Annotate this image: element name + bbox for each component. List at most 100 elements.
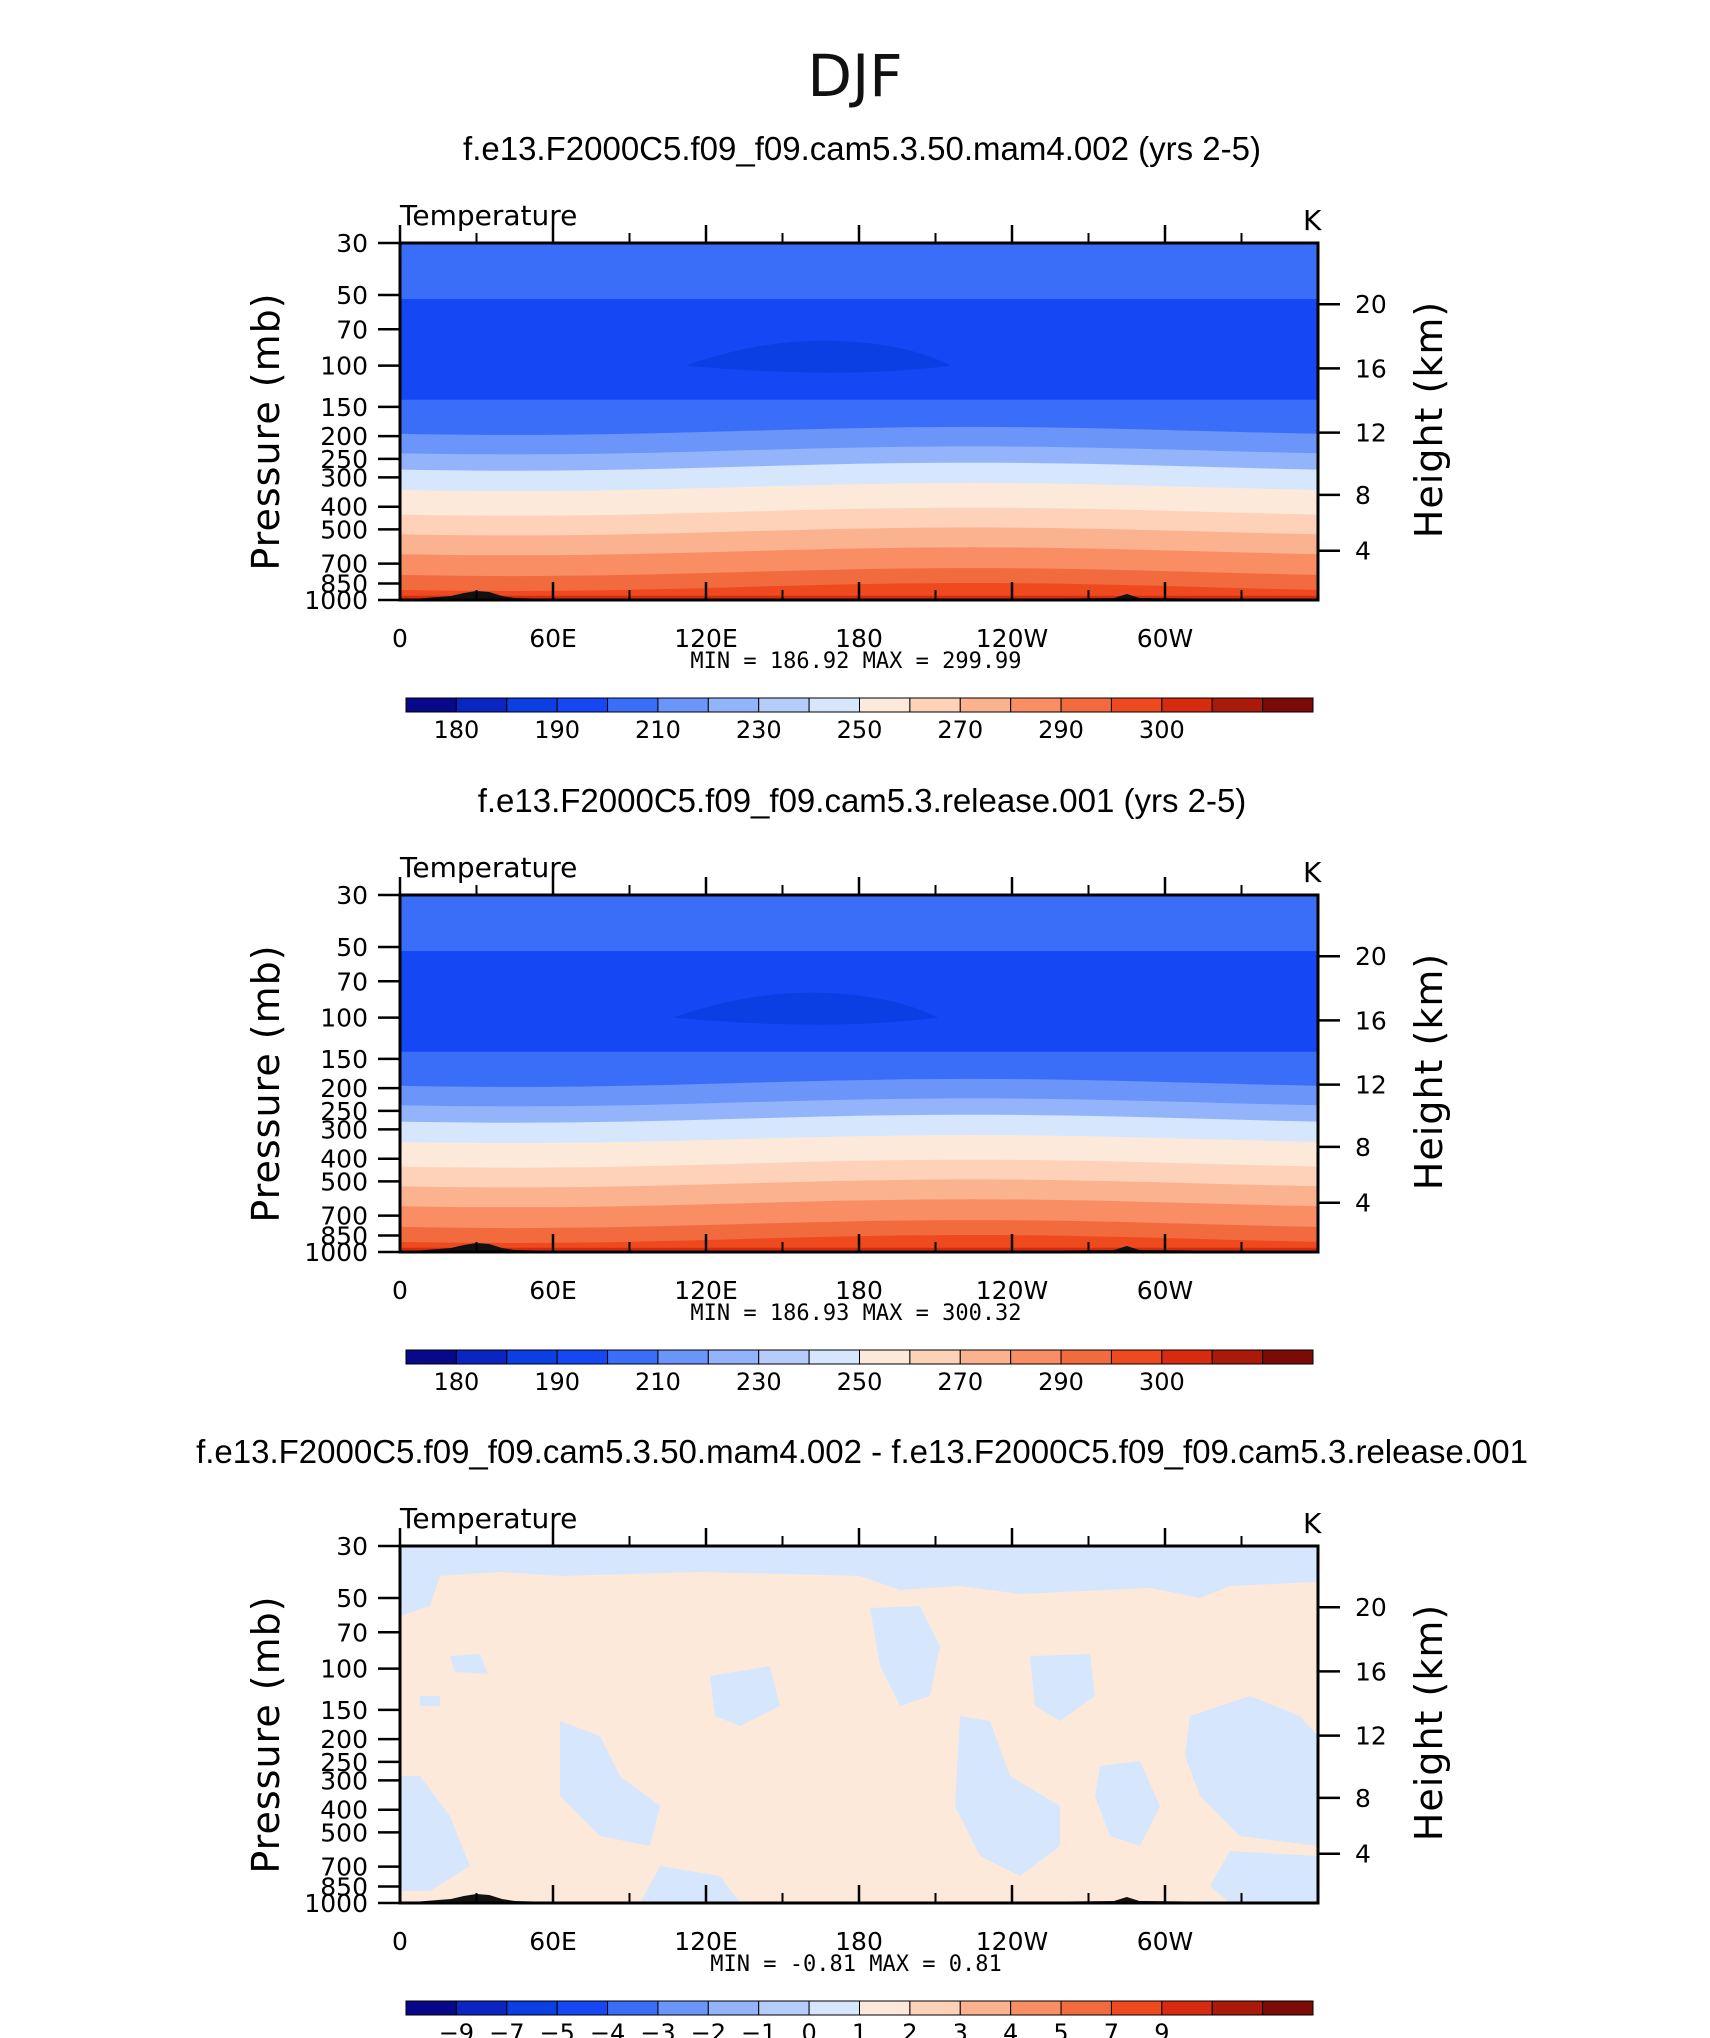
colorbar-swatch <box>405 697 457 713</box>
colorbar-swatch <box>1060 697 1112 713</box>
colorbar-label: 9 <box>1154 2019 1169 2038</box>
colorbar-label: 230 <box>736 716 782 744</box>
x-tick-label: 180 <box>835 1927 883 1956</box>
colorbar-swatch <box>1262 1349 1314 1365</box>
colorbar-swatch <box>1161 697 1213 713</box>
colorbar-label: 270 <box>937 716 983 744</box>
min-max-stats: MIN = 186.92 MAX = 299.99 <box>690 649 1021 674</box>
colorbar-swatch <box>405 1349 457 1365</box>
contour-band <box>420 1696 440 1706</box>
y-tick-label: 50 <box>336 933 368 962</box>
contour-band <box>400 1098 1318 1124</box>
contour-band <box>640 1866 740 1903</box>
colorbar-label: 270 <box>937 1368 983 1396</box>
colorbar-label: 250 <box>837 1368 883 1396</box>
colorbar-swatch <box>506 2000 558 2016</box>
y-right-tick-label: 12 <box>1355 1071 1387 1100</box>
contour-band <box>1210 1851 1318 1903</box>
y-tick-label: 1000 <box>304 1238 368 1267</box>
colorbar-swatch <box>1060 2000 1112 2016</box>
y-axis-title: Pressure (mb) <box>244 1595 288 1873</box>
plot-area <box>400 1546 1318 1903</box>
colorbar-swatch <box>1262 2000 1314 2016</box>
y-tick-label: 500 <box>320 1167 368 1196</box>
colorbar-swatch <box>1211 2000 1264 2016</box>
colorbar-label: 180 <box>433 1368 479 1396</box>
y-tick-label: 100 <box>320 352 368 381</box>
colorbar-swatch <box>657 1349 709 1365</box>
y-tick-label: 700 <box>320 550 368 579</box>
contour-band <box>400 1135 1318 1169</box>
colorbar-label: 290 <box>1038 1368 1084 1396</box>
x-tick-label: 180 <box>835 1276 883 1305</box>
colorbar-swatch <box>808 1349 860 1365</box>
colorbar-swatch <box>1110 2000 1163 2016</box>
colorbar-swatch <box>1262 697 1314 713</box>
y-right-tick-label: 16 <box>1355 1006 1387 1035</box>
y-right-tick-label: 4 <box>1355 1189 1371 1218</box>
y-right-axis-title: Height (km) <box>1407 301 1451 538</box>
y-right-tick-label: 20 <box>1355 942 1387 971</box>
y-right-tick-label: 20 <box>1355 1593 1387 1622</box>
y-tick-label: 700 <box>320 1202 368 1231</box>
colorbar-swatch <box>909 1349 961 1365</box>
colorbar-swatch <box>405 2000 457 2016</box>
contour-band <box>1185 1696 1318 1846</box>
colorbar-swatch <box>1161 1349 1213 1365</box>
y-tick-label: 300 <box>320 1115 368 1144</box>
x-tick-label: 0 <box>392 1276 408 1305</box>
colorbar-swatch <box>1010 697 1062 713</box>
y-right-tick-label: 16 <box>1355 1657 1387 1686</box>
colorbar-swatch <box>707 697 760 713</box>
plot-area <box>400 243 1318 600</box>
x-tick-label: 120W <box>976 1276 1048 1305</box>
colorbar-label: 5 <box>1053 2019 1068 2038</box>
y-right-tick-label: 4 <box>1355 1840 1371 1869</box>
y-right-tick-label: 12 <box>1355 1722 1387 1751</box>
colorbar-swatch <box>909 697 961 713</box>
colorbar-label: −4 <box>590 2019 625 2038</box>
x-tick-label: 60W <box>1137 1276 1194 1305</box>
contour-band <box>400 1776 470 1891</box>
colorbar-swatch <box>758 697 810 713</box>
colorbar-label: −9 <box>439 2019 474 2038</box>
y-tick-label: 850 <box>320 569 368 598</box>
colorbar-swatch <box>859 1349 911 1365</box>
contour-band <box>450 1654 488 1674</box>
colorbar-swatch <box>1161 2000 1213 2016</box>
variable-label: Temperature <box>399 851 577 884</box>
panel-3: f.e13.F2000C5.f09_f09.cam5.3.50.mam4.002… <box>196 1433 1528 2038</box>
colorbar-swatch <box>859 697 911 713</box>
colorbar-label: 0 <box>801 2019 816 2038</box>
cold-pool-contour <box>685 340 951 373</box>
colorbar-swatch <box>506 697 558 713</box>
y-tick-label: 30 <box>336 881 368 910</box>
x-tick-label: 60E <box>529 1927 577 1956</box>
y-tick-label: 200 <box>320 422 368 451</box>
colorbar-swatch <box>1110 1349 1163 1365</box>
y-tick-label: 500 <box>320 1818 368 1847</box>
y-axis-title: Pressure (mb) <box>244 944 288 1222</box>
x-tick-label: 120W <box>976 624 1048 653</box>
variable-label: Temperature <box>399 199 577 232</box>
colorbar-swatch <box>657 2000 709 2016</box>
y-tick-label: 500 <box>320 515 368 544</box>
y-tick-label: 70 <box>336 967 368 996</box>
colorbar-label: 4 <box>1003 2019 1018 2038</box>
units-label: K <box>1303 856 1322 889</box>
colorbar-label: −2 <box>691 2019 726 2038</box>
colorbar-swatch <box>556 2000 609 2016</box>
contour-band <box>710 1666 780 1726</box>
y-tick-label: 250 <box>320 1097 368 1126</box>
y-right-axis-title: Height (km) <box>1407 953 1451 1190</box>
colorbar-swatch <box>959 697 1012 713</box>
colorbar-label: 230 <box>736 1368 782 1396</box>
x-tick-label: 120W <box>976 1927 1048 1956</box>
contour-band <box>400 243 1318 300</box>
y-right-tick-label: 8 <box>1355 481 1371 510</box>
colorbar-swatch <box>607 2000 659 2016</box>
colorbar-swatch <box>455 1349 508 1365</box>
units-label: K <box>1303 1507 1322 1540</box>
colorbar-label: 300 <box>1139 716 1185 744</box>
